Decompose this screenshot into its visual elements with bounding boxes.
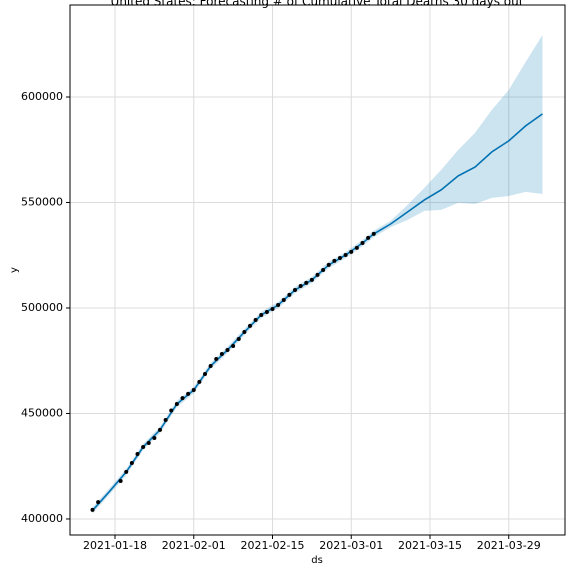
data-point [141,445,146,450]
data-point [174,401,179,406]
data-point [146,441,151,446]
data-point [236,336,241,341]
data-point [304,280,309,285]
data-point [360,240,365,245]
x-tick-label: 2021-03-01 [319,539,383,552]
data-point [214,357,219,362]
data-point [231,343,236,348]
data-point [259,312,264,317]
y-tick-label: 550000 [21,195,63,208]
data-point [315,272,320,277]
x-tick-label: 2021-01-18 [83,539,147,552]
x-tick-label: 2021-03-29 [477,539,541,552]
data-point [293,288,297,293]
y-tick-label: 450000 [21,406,63,419]
data-point [326,262,331,267]
data-point [349,249,354,254]
plot-frame [69,4,566,536]
data-point [248,323,252,328]
data-point [96,500,101,505]
data-point [270,307,275,312]
data-point [343,253,348,258]
data-point [197,379,202,384]
data-point [124,469,129,474]
forecast-line [91,113,543,512]
data-point [219,351,224,356]
data-point [135,451,140,456]
data-point [371,231,376,236]
y-axis-label: y [9,267,20,273]
data-point [180,396,185,401]
data-point [276,303,281,308]
data-point [354,245,359,250]
data-point [118,478,123,483]
data-point [287,292,292,297]
y-tick-label: 400000 [21,512,63,525]
data-point [321,268,326,272]
data-point [298,284,303,289]
y-tick-label: 500000 [21,301,63,314]
data-point [191,388,196,393]
data-point [129,461,134,466]
data-point [203,372,207,377]
data-point [338,255,342,260]
data-point [242,330,247,335]
data-point [90,507,95,512]
data-point [158,427,162,432]
data-point [163,418,168,423]
data-point [253,318,258,323]
chart-title: United States: Forecasting # of Cumulati… [111,0,524,9]
data-point [264,309,269,314]
x-tick-label: 2021-02-01 [162,539,226,552]
data-point [169,408,174,413]
data-point [309,277,314,282]
data-point [208,363,213,368]
y-tick-label: 600000 [21,90,63,103]
x-tick-label: 2021-03-15 [398,539,462,552]
data-point [281,297,286,302]
data-point [186,391,191,396]
x-axis-label: ds [311,555,323,566]
x-tick-label: 2021-02-15 [241,539,305,552]
data-point [225,347,230,352]
data-point [366,235,371,240]
data-point [332,258,337,263]
data-point [152,435,157,440]
